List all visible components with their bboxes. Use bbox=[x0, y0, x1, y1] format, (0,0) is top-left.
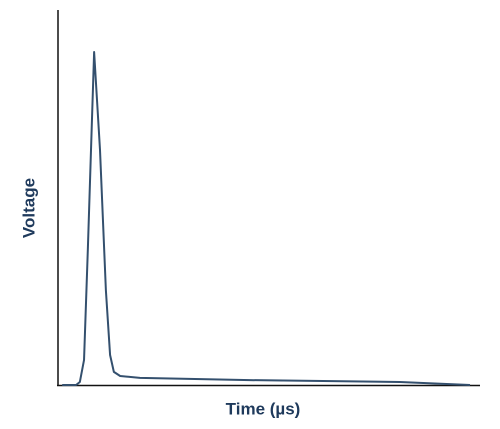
x-axis-label: Time (µs) bbox=[226, 399, 301, 418]
y-axis-label: Voltage bbox=[19, 178, 38, 238]
data-line bbox=[62, 51, 471, 386]
